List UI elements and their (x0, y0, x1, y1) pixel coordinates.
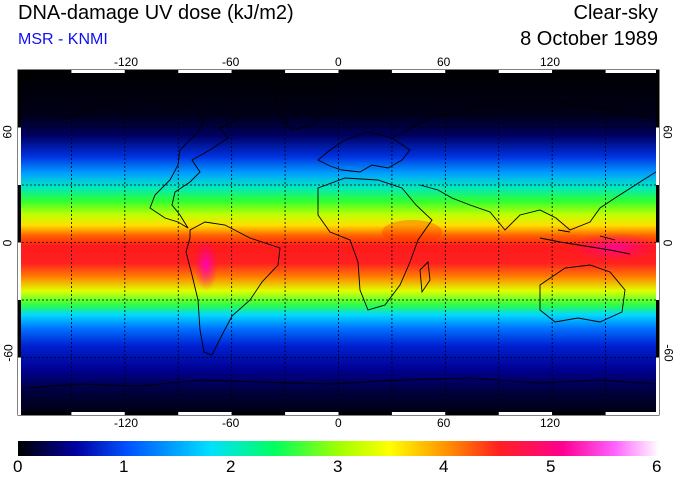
coast-greenland (274, 87, 331, 131)
map-title: DNA-damage UV dose (kJ/m2) (18, 2, 294, 24)
lat-tick-label: 0 (0, 239, 15, 247)
coast-asia (391, 99, 659, 231)
source-label: MSR - KNMI (18, 31, 108, 48)
lat-tick-label: -60 (1, 344, 16, 362)
coast-indonesia (539, 229, 631, 255)
colorbar-tick-label: 3 (333, 457, 343, 476)
colorbar-tick-label: 0 (13, 457, 23, 476)
coast-north-america (59, 97, 241, 229)
lon-tick-label: 60 (437, 55, 451, 69)
coast-australia (539, 264, 626, 323)
lon-tick-label: 0 (335, 55, 342, 69)
lon-tick-label: 120 (540, 55, 561, 69)
indonesia-uv-hotspot (570, 233, 659, 261)
colorbar-tick-label: 2 (226, 457, 236, 476)
lon-tick-label: 0 (335, 416, 342, 430)
coast-south-america (185, 221, 281, 356)
coast-antarctica (24, 377, 656, 389)
lat-tick-label: 0 (660, 239, 675, 247)
coast-madagascar (419, 261, 431, 294)
lon-tick-label: 60 (437, 416, 451, 430)
colorbar-tick-label: 6 (652, 457, 662, 476)
lon-tick-label: -60 (222, 55, 240, 69)
colorbar-tick-label: 5 (546, 457, 556, 476)
lon-tick-label: -120 (114, 416, 139, 430)
coast-europe (317, 131, 411, 173)
map-frame-ticks (18, 70, 659, 415)
andes-uv-hotspot (194, 239, 218, 291)
lat-tick-label: 60 (0, 125, 15, 139)
colorbar-tick-label: 4 (439, 457, 449, 476)
lon-tick-label: 120 (540, 416, 561, 430)
lat-tick-label: 60 (660, 125, 675, 139)
lon-tick-label: -60 (222, 416, 240, 430)
map-gridlines (18, 70, 659, 415)
colorbar (18, 441, 659, 456)
colorbar-tick-label: 1 (119, 457, 129, 476)
africa-uv-patch (382, 220, 442, 244)
sky-condition-label: Clear-sky (573, 2, 658, 24)
lat-tick-label: -60 (661, 344, 676, 362)
date-label: 8 October 1989 (520, 28, 658, 50)
lon-tick-label: -120 (114, 55, 139, 69)
